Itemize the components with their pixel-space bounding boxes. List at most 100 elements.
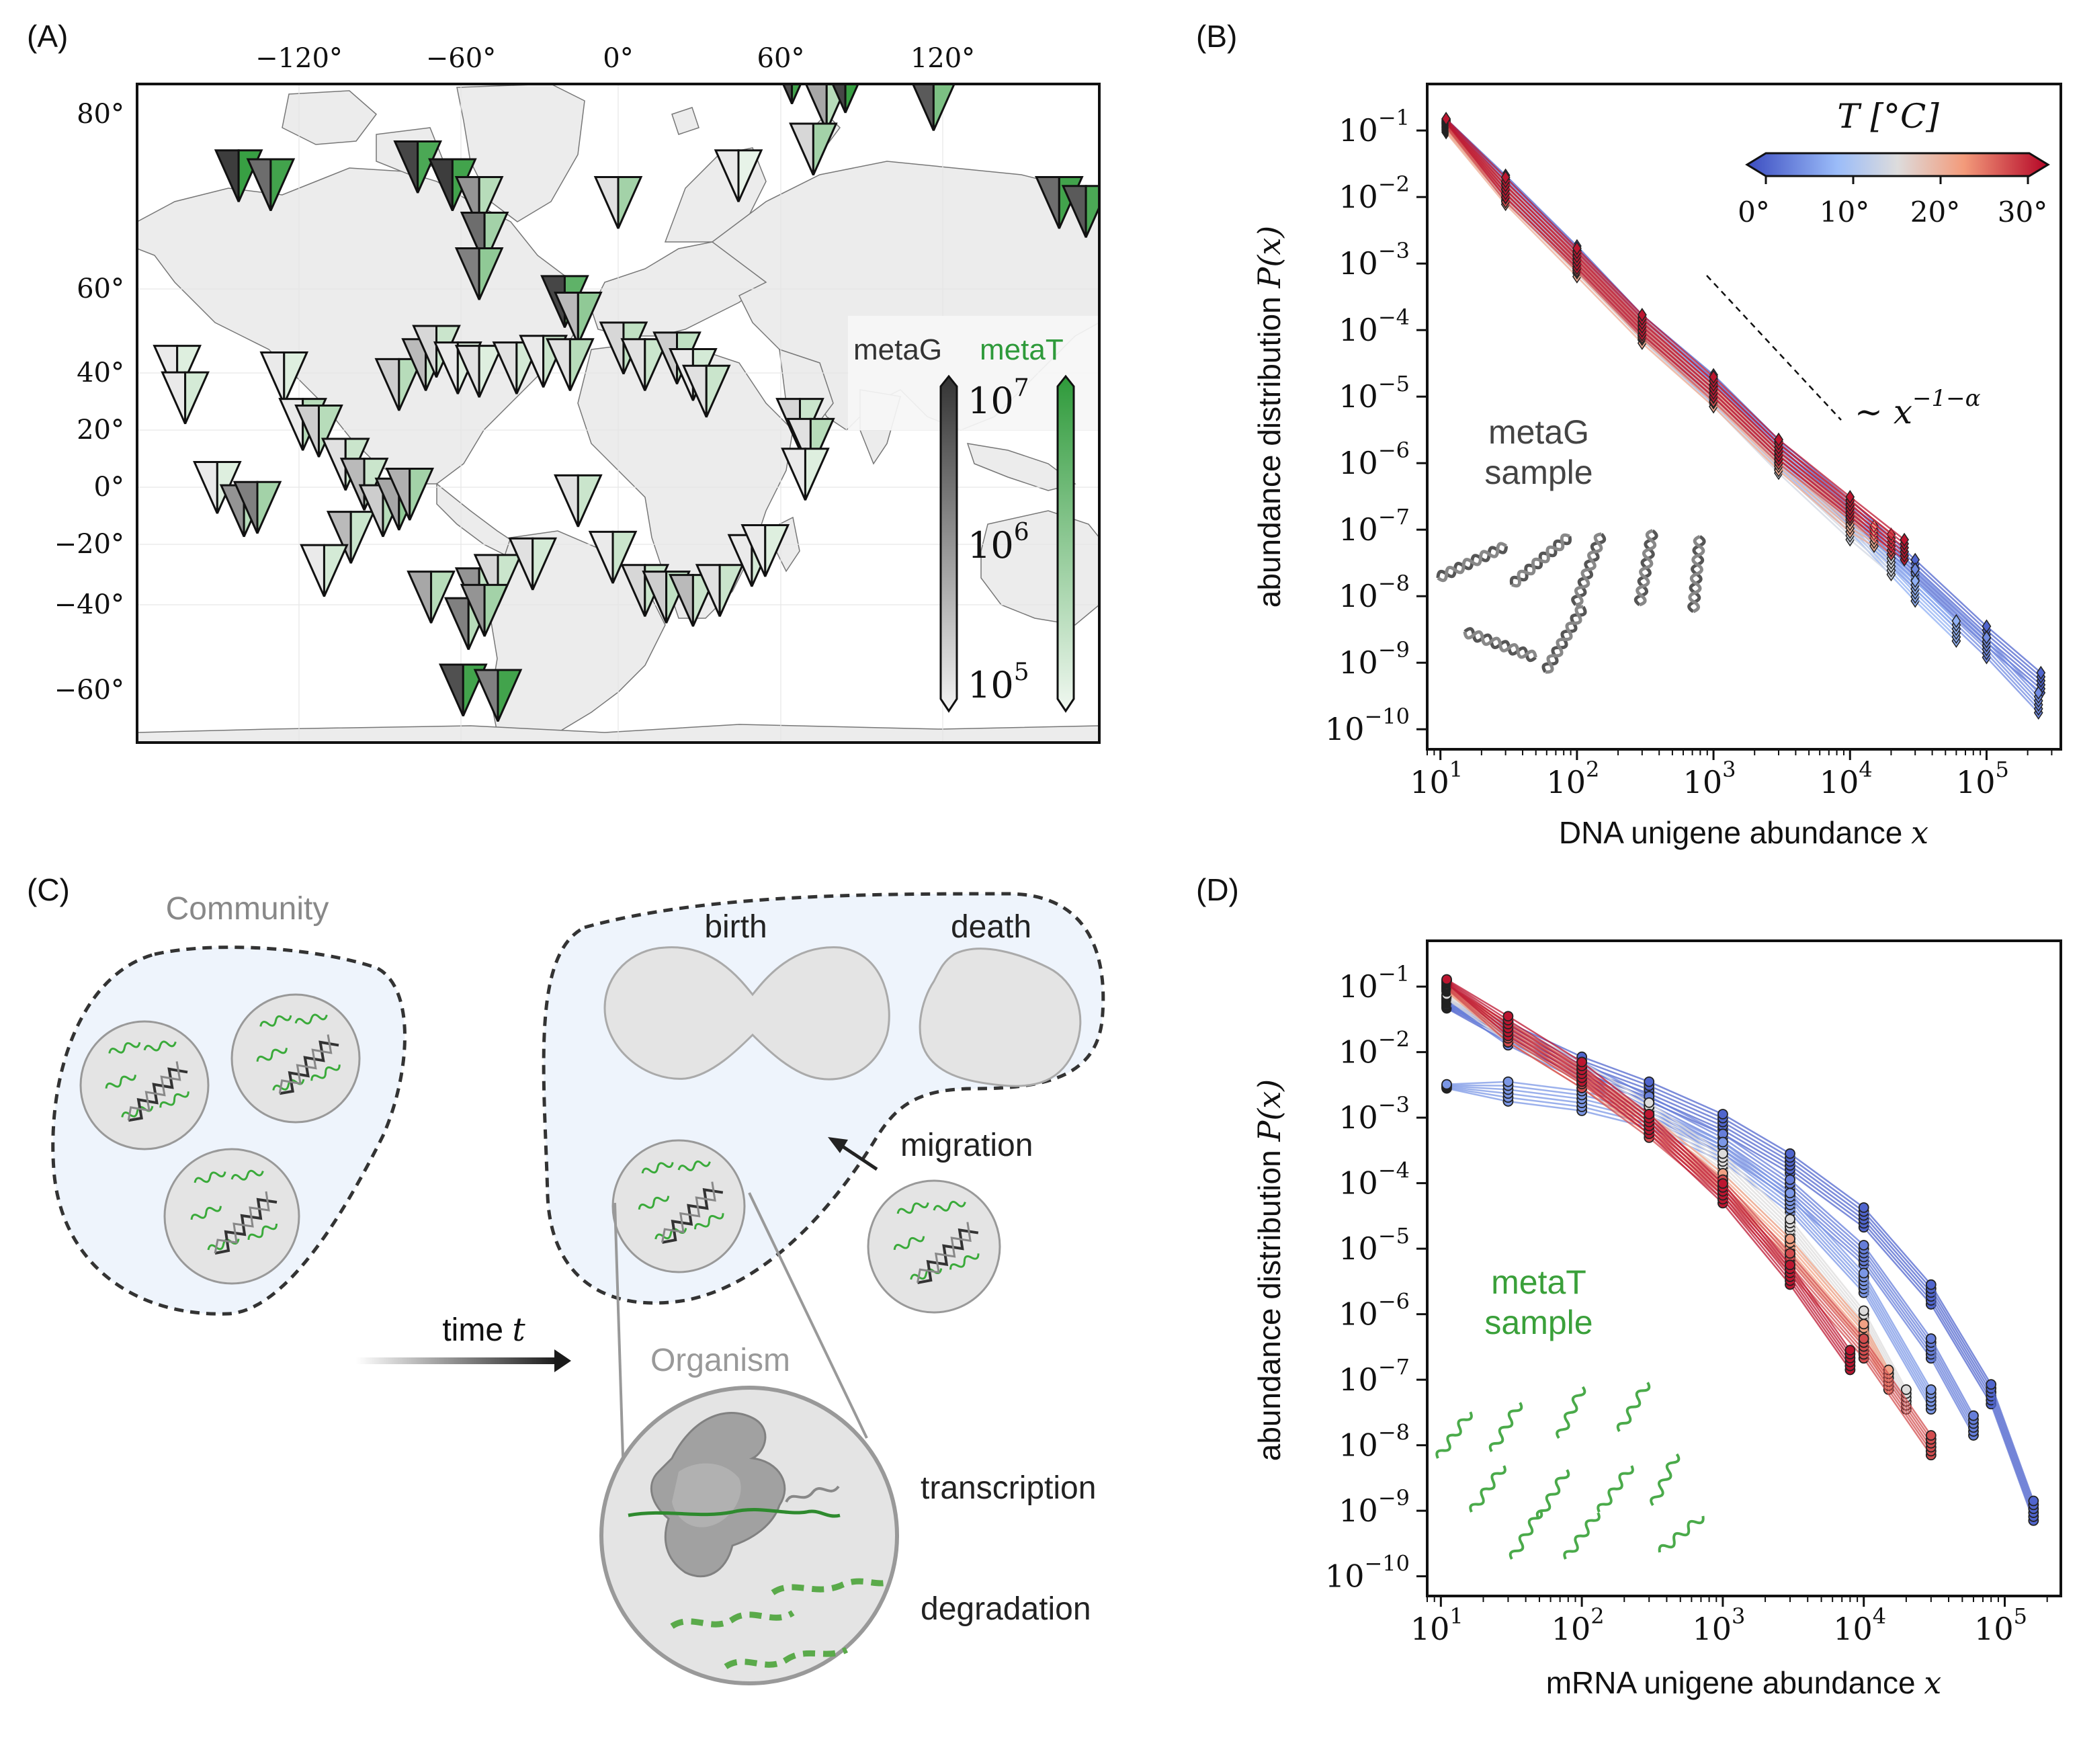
temp-colorbar-title: T [°C]: [1837, 97, 1939, 136]
marker-metat-half: [256, 480, 282, 534]
station-marker: [804, 84, 849, 131]
station-marker: [588, 530, 638, 584]
data-point: [1845, 490, 1855, 504]
dna-strand: [214, 1191, 270, 1254]
data-point: [1858, 1318, 1869, 1330]
cell-membrane: [867, 1179, 1001, 1314]
mrna-strand: [1488, 1402, 1523, 1452]
mrna-icon: [1469, 1465, 1506, 1513]
station-marker: [831, 84, 859, 114]
mrna-strand: [310, 1064, 341, 1081]
station-marker: [740, 523, 790, 577]
helix-strand: [1437, 542, 1508, 583]
temp-tick: 0°: [1738, 196, 1770, 228]
station-marker: [519, 335, 568, 388]
lon-tick: 60°: [757, 43, 805, 74]
x-tick-label: 101: [1410, 757, 1463, 800]
data-point: [1858, 1202, 1869, 1213]
station-marker: [554, 292, 603, 345]
station-marker: [546, 338, 595, 391]
y-tick-label: 10−6: [1339, 437, 1410, 481]
data-point: [2033, 685, 2043, 700]
mrna-strand: [1435, 1411, 1473, 1459]
migration-label: migration: [900, 1128, 1033, 1163]
mrna-strand: [1616, 1382, 1651, 1432]
mrna-strand: [1509, 1509, 1543, 1560]
time-label: time t: [442, 1311, 525, 1349]
series-line: [1445, 132, 1875, 547]
panel-d-ylabel: abundance distribution P(x): [1251, 1079, 1287, 1461]
data-point: [1785, 1187, 1795, 1199]
death-label: death: [951, 909, 1031, 945]
mrna-icon: [1435, 1411, 1473, 1459]
marker-metat-half: [617, 176, 643, 229]
marker-metat-half: [825, 84, 849, 131]
temp-tick: 30°: [1998, 196, 2047, 228]
marker-metat-half: [398, 358, 424, 411]
mrna-icon: [1509, 1509, 1543, 1560]
station-marker: [374, 358, 424, 411]
dna-helix-icon: [1571, 532, 1607, 607]
lon-tick: −120°: [255, 43, 343, 74]
data-point: [1986, 1379, 1997, 1390]
marker-metat-half: [577, 474, 603, 528]
panel-d-plot-area: [1441, 974, 2039, 1526]
y-tick-label: 10−2: [1339, 1027, 1410, 1070]
series-line: [1446, 995, 1908, 1394]
scaling-reference-line: [1706, 275, 1842, 421]
community-cells-right: [611, 1139, 1001, 1314]
mrna-strand: [677, 1160, 711, 1171]
degrading-mrna: [724, 1646, 849, 1669]
mrna-strand: [1650, 1453, 1681, 1507]
data-point: [1900, 1384, 1912, 1395]
dying-cell: [919, 948, 1082, 1087]
mrna-strand: [190, 1206, 222, 1220]
station-marker: [695, 564, 745, 617]
station-marker: [407, 571, 456, 624]
mrna-strand: [1563, 1512, 1601, 1560]
mrna-icon: [1488, 1402, 1523, 1452]
x-tick-label: 105: [1956, 757, 2009, 800]
series-line: [1445, 122, 1905, 560]
series-line: [1446, 995, 1908, 1398]
marker-metat-half: [283, 351, 309, 405]
dna-strand: [127, 1061, 181, 1121]
helix-strand: [1574, 532, 1603, 607]
mrna-icon: [1650, 1453, 1681, 1507]
lat-tick: −40°: [54, 589, 124, 620]
migration-arrowhead: [828, 1137, 848, 1153]
data-point: [1858, 1305, 1869, 1316]
colorbar-metag: [939, 374, 958, 713]
dna-strand: [661, 1181, 716, 1243]
lat-tick: −20°: [54, 529, 124, 560]
data-point: [1709, 370, 1718, 384]
panel-label-c: (C): [27, 872, 70, 907]
mrna-icon: [1563, 1512, 1601, 1560]
cell-icon: [867, 1179, 1001, 1314]
lon-tick: 120°: [910, 43, 975, 74]
station-marker: [554, 474, 603, 528]
data-point: [1858, 1267, 1869, 1279]
mrna-strand: [159, 1091, 189, 1108]
series-line: [1446, 996, 1908, 1402]
dna-strand-icon: [785, 1485, 840, 1503]
y-tick-label: 10−8: [1339, 571, 1410, 614]
time-arrowhead: [554, 1349, 571, 1372]
cbar-a-tick: 105: [968, 659, 1029, 706]
data-point: [2036, 665, 2046, 680]
mrna-strand: [259, 1015, 292, 1027]
helix-strand: [1511, 533, 1570, 588]
data-point: [1576, 1056, 1588, 1068]
series-line: [1445, 120, 1905, 552]
y-tick-label: 10−9: [1339, 637, 1410, 681]
marker-metat-half: [323, 544, 349, 597]
mrna-strand: [896, 1202, 929, 1214]
data-point: [1785, 1174, 1795, 1185]
x-tick-label: 102: [1552, 1603, 1605, 1647]
mrna-strand: [1469, 1465, 1506, 1513]
y-tick-label: 10−7: [1339, 1354, 1410, 1398]
dna-strand: [917, 1222, 972, 1284]
station-marker: [326, 511, 376, 564]
station-marker: [438, 663, 488, 717]
y-tick-label: 10−2: [1339, 171, 1410, 215]
